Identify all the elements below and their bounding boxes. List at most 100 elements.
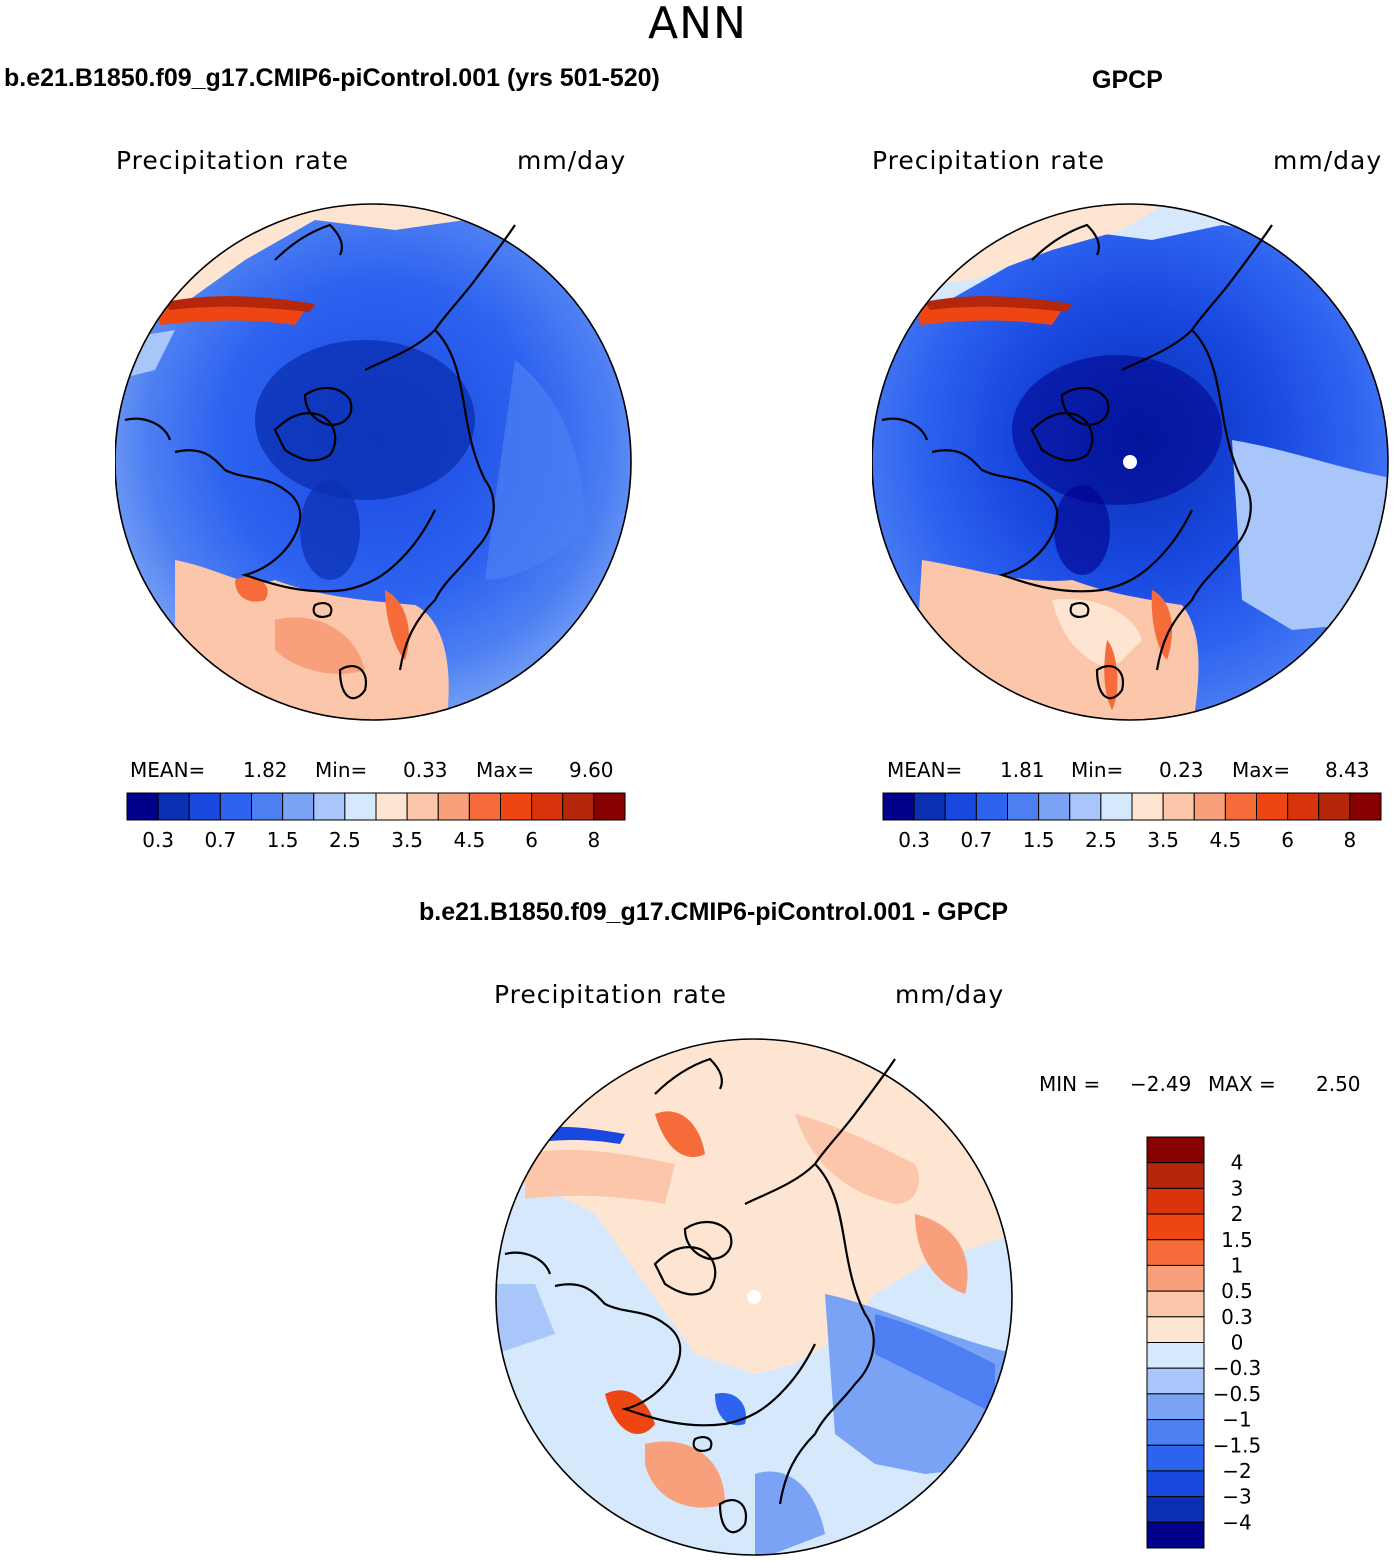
model-variable-label: Precipitation rate bbox=[116, 146, 349, 175]
model-max-value: 9.60 bbox=[569, 758, 614, 782]
diff-max-value: 2.50 bbox=[1316, 1072, 1361, 1096]
diff-colorbar-tick-label: −0.3 bbox=[1213, 1356, 1262, 1380]
obs-colorbar-swatch bbox=[975, 792, 1008, 821]
obs-colorbar-tick-label: 0.3 bbox=[898, 828, 930, 852]
model-colorbar-swatch bbox=[562, 792, 595, 821]
obs-colorbar-swatch bbox=[1069, 792, 1102, 821]
obs-colorbar-tick-label: 6 bbox=[1281, 828, 1294, 852]
model-max-label: Max= bbox=[476, 758, 535, 782]
model-colorbar-swatch bbox=[126, 792, 159, 821]
model-polar-map bbox=[115, 203, 632, 721]
model-units-label: mm/day bbox=[517, 146, 627, 175]
diff-colorbar-swatch bbox=[1146, 1162, 1205, 1189]
diff-colorbar-swatch bbox=[1146, 1393, 1205, 1421]
model-min-value: 0.33 bbox=[403, 758, 448, 782]
diff-colorbar-tick-label: 2 bbox=[1231, 1202, 1244, 1226]
obs-colorbar-swatch bbox=[1349, 792, 1382, 821]
obs-mean-value: 1.81 bbox=[1000, 758, 1045, 782]
obs-colorbar-swatch bbox=[1224, 792, 1257, 821]
model-mean-value: 1.82 bbox=[243, 758, 288, 782]
model-panel-title: b.e21.B1850.f09_g17.CMIP6-piControl.001 … bbox=[4, 64, 660, 92]
model-colorbar-tick-label: 6 bbox=[525, 828, 538, 852]
model-colorbar-swatch bbox=[437, 792, 470, 821]
obs-colorbar-swatch bbox=[1100, 792, 1133, 821]
model-colorbar-tick-label: 0.3 bbox=[142, 828, 174, 852]
model-colorbar-tick-label: 3.5 bbox=[391, 828, 423, 852]
diff-arctic-near-zero bbox=[496, 1039, 1012, 1374]
diff-colorbar-tick-label: 1.5 bbox=[1221, 1228, 1253, 1252]
diff-map-boundary bbox=[495, 1038, 1013, 1556]
diff-min-value: −2.49 bbox=[1130, 1072, 1192, 1096]
obs-coastlines bbox=[881, 223, 1273, 700]
diff-colorbar-tick-label: 0.3 bbox=[1221, 1305, 1253, 1329]
model-map-boundary bbox=[115, 203, 632, 721]
obs-colorbar-swatch bbox=[1287, 792, 1320, 821]
diff-colorbar-tick-label: −1 bbox=[1222, 1408, 1251, 1432]
diff-colorbar-tick-label: 0.5 bbox=[1221, 1279, 1253, 1303]
diff-variable-label: Precipitation rate bbox=[494, 980, 727, 1009]
obs-colorbar-tick-label: 1.5 bbox=[1023, 828, 1055, 852]
model-greenland-dry-core bbox=[300, 480, 360, 580]
diff-coastlines bbox=[504, 1057, 896, 1534]
diff-colorbar-swatch bbox=[1146, 1367, 1205, 1395]
diff-units-label: mm/day bbox=[895, 980, 1005, 1009]
diff-colorbar-swatch bbox=[1146, 1444, 1205, 1472]
obs-units-label: mm/day bbox=[1273, 146, 1383, 175]
obs-colorbar-tick-label: 3.5 bbox=[1147, 828, 1179, 852]
diff-pole-missing-dot bbox=[747, 1290, 761, 1304]
diff-colorbar-swatch bbox=[1146, 1470, 1205, 1498]
obs-map-boundary bbox=[872, 203, 1389, 721]
model-colorbar-swatch bbox=[593, 792, 626, 821]
diff-colorbar-swatch bbox=[1146, 1264, 1205, 1292]
model-colorbar-tick-label: 2.5 bbox=[329, 828, 361, 852]
diff-colorbar-tick-label: 1 bbox=[1231, 1253, 1244, 1277]
model-colorbar-tick-label: 4.5 bbox=[453, 828, 485, 852]
model-colorbar-tick-label: 8 bbox=[588, 828, 601, 852]
obs-colorbar-swatch bbox=[944, 792, 977, 821]
diff-colorbar-swatch bbox=[1146, 1187, 1205, 1215]
obs-colorbar-swatch bbox=[1193, 792, 1226, 821]
obs-colorbar-tick-label: 4.5 bbox=[1209, 828, 1241, 852]
diff-colorbar-tick-label: 3 bbox=[1231, 1176, 1244, 1200]
model-colorbar-swatch bbox=[282, 792, 315, 821]
obs-colorbar-tick-label: 0.7 bbox=[960, 828, 992, 852]
obs-colorbar-swatch bbox=[1256, 792, 1289, 821]
model-colorbar: 0.3 0.7 1.5 2.5 3.5 4.5 6 8 bbox=[126, 792, 626, 852]
model-colorbar-tick-label: 1.5 bbox=[267, 828, 299, 852]
season-title: ANN bbox=[648, 0, 747, 49]
obs-colorbar-swatch bbox=[913, 792, 946, 821]
obs-mean-label: MEAN= bbox=[887, 758, 963, 782]
obs-arctic-dry-core bbox=[1012, 355, 1222, 505]
obs-colorbar-swatch bbox=[1318, 792, 1351, 821]
model-colorbar-swatch bbox=[157, 792, 190, 821]
model-mean-label: MEAN= bbox=[130, 758, 206, 782]
obs-colorbar-swatch bbox=[1131, 792, 1164, 821]
obs-max-label: Max= bbox=[1232, 758, 1291, 782]
obs-max-value: 8.43 bbox=[1325, 758, 1370, 782]
obs-polar-map bbox=[872, 203, 1389, 721]
obs-colorbar-swatch bbox=[1038, 792, 1071, 821]
diff-eurasia-negative bbox=[825, 1294, 1012, 1474]
obs-min-label: Min= bbox=[1071, 758, 1124, 782]
diff-colorbar-swatch bbox=[1146, 1496, 1205, 1523]
obs-min-value: 0.23 bbox=[1159, 758, 1204, 782]
diff-colorbar-swatch bbox=[1146, 1136, 1205, 1164]
model-colorbar-tick-label: 0.7 bbox=[204, 828, 236, 852]
diff-colorbar-tick-label: −2 bbox=[1222, 1459, 1251, 1483]
model-colorbar-swatch bbox=[531, 792, 564, 821]
model-colorbar-swatch bbox=[188, 792, 221, 821]
model-colorbar-swatch bbox=[406, 792, 439, 821]
diff-colorbar-tick-label: 4 bbox=[1231, 1151, 1244, 1175]
model-colorbar-swatch bbox=[468, 792, 501, 821]
diff-colorbar-swatch bbox=[1146, 1419, 1205, 1446]
model-colorbar-swatch bbox=[251, 792, 284, 821]
model-colorbar-swatch bbox=[375, 792, 408, 821]
model-colorbar-swatch bbox=[344, 792, 377, 821]
diff-colorbar-tick-label: −1.5 bbox=[1213, 1433, 1262, 1457]
diff-polar-map bbox=[495, 1038, 1013, 1556]
diff-max-label: MAX = bbox=[1208, 1072, 1276, 1096]
diff-colorbar-tick-label: 0 bbox=[1231, 1331, 1244, 1355]
model-colorbar-swatch bbox=[219, 792, 252, 821]
diff-colorbar-tick-label: −4 bbox=[1222, 1510, 1251, 1534]
